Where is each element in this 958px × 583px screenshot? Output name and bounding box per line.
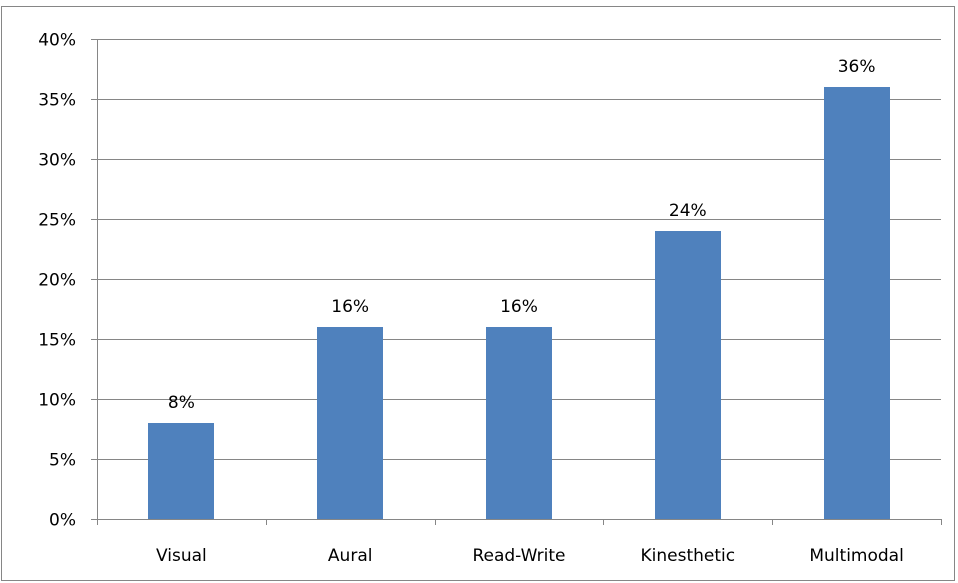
bar-read-write: [486, 327, 552, 519]
y-tick-label: 20%: [38, 271, 76, 291]
gridlines: [97, 39, 941, 460]
data-label: 16%: [500, 297, 538, 317]
x-tick-label: Read-Write: [472, 546, 565, 566]
y-tick-label: 30%: [38, 151, 76, 171]
y-tick-label: 35%: [38, 91, 76, 111]
bars: [148, 87, 890, 519]
data-label: 8%: [168, 393, 195, 413]
y-tick-label: 15%: [38, 331, 76, 351]
axes: [91, 39, 942, 525]
labels: 0% 5% 10% 15% 20% 25% 30% 35% 40% 8% Visual 16% Aura…: [38, 31, 904, 567]
bar-visual: [148, 423, 214, 519]
y-tick-label: 40%: [38, 31, 76, 51]
x-tick-label: Visual: [156, 546, 207, 566]
y-tick-label: 10%: [38, 391, 76, 411]
bar-multimodal: [824, 87, 890, 519]
x-tick-label: Aural: [328, 546, 373, 566]
data-label: 24%: [669, 201, 707, 221]
y-tick-label: 5%: [49, 451, 76, 471]
data-label: 36%: [838, 57, 876, 77]
x-tick-label: Kinesthetic: [640, 546, 735, 566]
bar-aural: [317, 327, 383, 519]
data-label: 16%: [331, 297, 369, 317]
y-tick-label: 25%: [38, 211, 76, 231]
x-tick-label: Multimodal: [809, 546, 903, 566]
y-tick-label: 0%: [49, 511, 76, 531]
bar-kinesthetic: [655, 231, 721, 519]
